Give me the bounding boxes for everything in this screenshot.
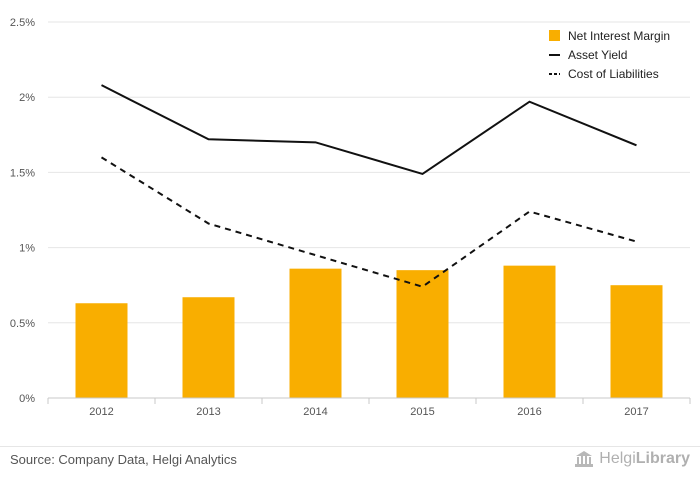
bar — [182, 297, 235, 398]
y-tick-label: 2% — [19, 92, 35, 104]
x-tick-label: 2013 — [196, 406, 220, 418]
bar — [289, 268, 342, 398]
y-tick-label: 1% — [19, 243, 35, 255]
library-building-icon — [575, 451, 594, 467]
bar — [396, 270, 449, 398]
legend-swatch — [549, 30, 560, 41]
y-tick-label: 2.5% — [10, 17, 35, 29]
bar — [75, 303, 128, 398]
y-tick-label: 0.5% — [10, 318, 35, 330]
footer: Source: Company Data, Helgi Analytics He… — [0, 446, 700, 484]
y-tick-label: 1.5% — [10, 167, 35, 179]
source-note: Source: Company Data, Helgi Analytics — [10, 452, 237, 467]
legend-label: Asset Yield — [568, 48, 627, 62]
x-tick-label: 2017 — [624, 406, 648, 418]
series-line — [100, 156, 637, 288]
x-tick-label: 2012 — [89, 406, 113, 418]
bar — [503, 265, 556, 398]
chart: 0% 0.5% 1% 1.5% 2% 2.5% 2012 2013 2014 2015 2016 20… — [10, 17, 691, 418]
legend-label: Cost of Liabilities — [568, 67, 659, 81]
x-tick-label: 2016 — [517, 406, 541, 418]
x-tick-label: 2014 — [303, 406, 327, 418]
x-tick-label: 2015 — [410, 406, 434, 418]
brand-prefix: Helgi — [599, 450, 636, 467]
bar — [610, 285, 663, 398]
y-tick-label: 0% — [19, 393, 35, 405]
legend-label: Net Interest Margin — [568, 29, 670, 43]
brand-suffix: Library — [635, 450, 690, 467]
brand-logo[interactable]: HelgiLibrary — [573, 450, 690, 468]
series-line — [101, 84, 637, 175]
